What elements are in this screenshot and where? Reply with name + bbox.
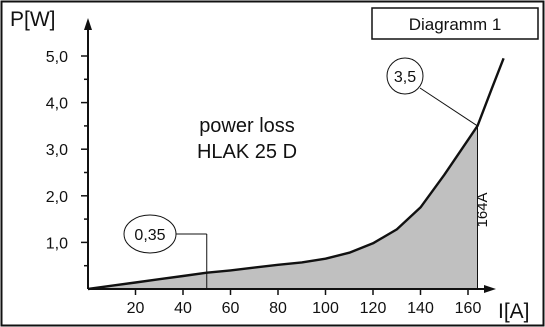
callout-low-value: 0,35 xyxy=(134,227,165,244)
callout-high-leader xyxy=(419,87,478,127)
y-ticks: 1,0 2,0 3,0 4,0 5,0 xyxy=(46,49,88,267)
x-tick-label: 140 xyxy=(407,300,434,317)
x-axis-arrow-icon xyxy=(484,285,496,293)
callout-low-bubble xyxy=(123,214,177,254)
x-tick-label: 40 xyxy=(174,300,192,317)
annotation-line-1: power loss xyxy=(199,115,295,137)
annotation-line-2: HLAK 25 D xyxy=(197,141,297,163)
callout-low: 0,35 xyxy=(123,214,208,289)
callout-high: 3,5 xyxy=(386,57,478,127)
x-tick-label: 60 xyxy=(222,300,240,317)
y-axis-arrow-icon xyxy=(84,18,92,30)
y-tick-label: 5,0 xyxy=(46,49,68,66)
y-tick-label: 4,0 xyxy=(46,96,68,113)
y-tick-label: 3,0 xyxy=(46,142,68,159)
title-box-label: Diagramm 1 xyxy=(409,15,502,34)
x-tick-label: 100 xyxy=(312,300,339,317)
x-axis-label: I[A] xyxy=(498,300,530,323)
x-ticks: 20 40 60 80 100 120 140 160 xyxy=(127,289,482,317)
x-tick-label: 120 xyxy=(360,300,387,317)
x-tick-label: 160 xyxy=(455,300,482,317)
power-loss-curve xyxy=(87,57,505,291)
y-axis-label: P[W] xyxy=(10,8,56,31)
x-tick-label: 20 xyxy=(127,300,145,317)
title-box xyxy=(371,7,539,40)
y-tick-label: 1,0 xyxy=(46,235,68,252)
vertical-marker-label: 164A xyxy=(474,192,491,227)
y-tick-label: 2,0 xyxy=(46,189,68,206)
callout-high-value: 3,5 xyxy=(394,69,416,86)
x-tick-label: 80 xyxy=(269,300,287,317)
callout-high-bubble xyxy=(386,57,424,95)
